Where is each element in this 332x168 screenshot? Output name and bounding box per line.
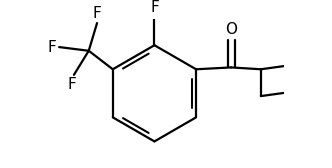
Text: F: F — [150, 0, 159, 15]
Text: F: F — [47, 40, 56, 55]
Text: O: O — [225, 22, 237, 37]
Text: F: F — [93, 6, 102, 21]
Text: F: F — [68, 77, 76, 92]
